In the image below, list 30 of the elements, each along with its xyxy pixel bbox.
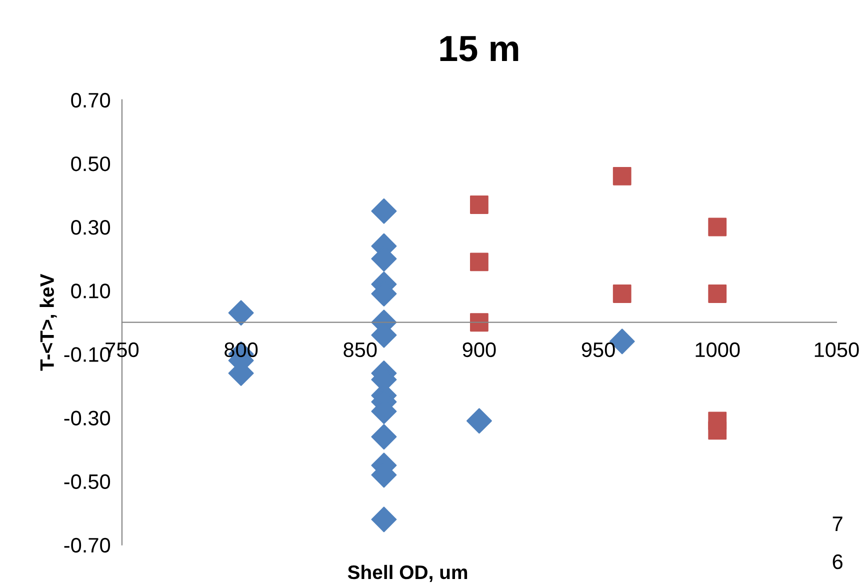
point [708,284,727,303]
point [612,284,632,303]
x-axis-title: Shell OD, um [348,564,468,582]
y-tick-label: -0.70 [64,538,110,553]
y-axis-title: T-<T>, keV [40,274,57,371]
x-tick-label: 900 [462,342,496,358]
point [371,506,397,532]
y-tick-label: -0.30 [64,410,110,426]
x-tick-label: 1050 [814,342,859,358]
point [708,218,727,236]
point [228,300,254,326]
x-tick-label: 850 [344,342,377,358]
y-tick-label: 0.10 [71,284,110,298]
annotation: 7 [832,516,842,531]
point [470,252,488,272]
chart-title: 15 m [440,36,518,62]
point [470,313,488,332]
y-tick-label: 0.70 [71,92,110,108]
point [612,166,632,186]
x-tick-label: 1000 [696,342,740,358]
x-tick-label: 950 [582,342,615,358]
y-tick-label: 0.30 [71,220,110,235]
point [470,196,488,214]
y-tick-label: -0.50 [64,474,110,490]
text: 6 [832,554,842,570]
point [371,424,397,450]
point [466,408,492,434]
point [371,198,397,224]
y-tick-label: 0.50 [71,156,110,172]
point [708,421,727,440]
